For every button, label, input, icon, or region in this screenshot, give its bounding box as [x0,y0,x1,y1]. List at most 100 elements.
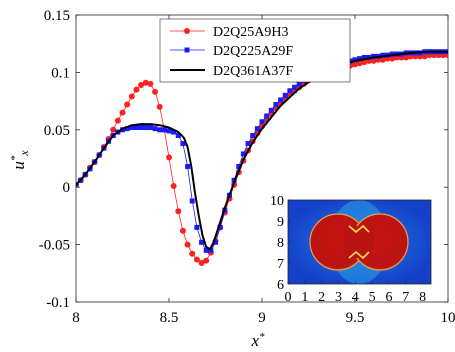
data-point-circle [138,82,145,89]
data-point-square [254,126,260,132]
inset-y-tick-label: 8 [277,236,284,251]
data-point-circle [421,53,428,60]
y-tick-label: -0.1 [46,295,70,311]
data-point-circle [352,61,358,68]
data-point-square [147,125,153,131]
data-point-circle [166,154,172,161]
data-point-square [152,126,158,132]
data-point-square [287,88,293,94]
data-point-circle [142,79,149,86]
inset-x-tick-label: 6 [385,290,392,305]
data-point-square [180,141,186,147]
legend: D2Q25A9H3 D2Q225A29F D2Q361A37F [159,18,351,83]
legend-box [159,18,351,83]
data-point-square [389,51,395,57]
data-point-square [185,164,191,170]
data-point-circle [179,227,186,234]
data-point-square [157,127,163,133]
x-tick-label: 10 [441,310,455,326]
x-tick-label: 8.5 [160,310,179,326]
data-point-circle [403,54,410,61]
y-tick-label: -0.05 [39,238,70,254]
data-point-square [161,127,167,133]
data-point-square [347,58,353,64]
data-point-square [352,57,358,63]
data-point-square [245,141,251,147]
inset-y-tick-label: 10 [270,194,284,209]
data-point-square [380,52,386,58]
inset-x-tick-label: 2 [318,290,325,305]
inset-x-tick-label: 1 [301,290,308,305]
inset-x-tick-label: 0 [285,290,292,305]
data-point-circle [119,109,126,116]
inset-x-tick-label: 3 [335,290,342,305]
inset-y-tick-label: 6 [277,278,284,293]
data-point-square [199,239,205,245]
legend-marker-square [184,47,190,53]
data-point-circle [133,86,140,93]
data-point-circle [370,57,377,64]
data-point-square [264,113,270,119]
data-point-square [217,224,223,230]
inset-x-tick-label: 5 [369,290,376,305]
data-point-square [143,125,149,131]
y-tick-label: 0.1 [51,65,70,81]
legend-entry-3: D2Q361A37F [170,64,293,79]
y-tick-label: 0 [63,180,71,196]
data-point-square [133,125,139,131]
legend-label-1: D2Q25A9H3 [213,25,288,40]
inset-y-tick-label: 7 [277,257,284,272]
legend-label-2: D2Q225A29F [213,44,293,59]
data-point-square [175,133,181,139]
data-point-square [273,102,279,108]
data-point-square [171,129,177,135]
x-tick-label: 9.5 [346,310,365,326]
data-point-circle [152,88,159,95]
data-point-circle [356,60,363,67]
data-point-circle [175,208,182,215]
data-point-circle [389,55,396,62]
inset-y-ticks: 6 7 8 9 10 [270,194,291,293]
data-point-square [278,97,284,103]
data-point-square [203,247,209,253]
x-axis-ticks: 8 8.5 9 9.5 10 [72,15,455,326]
data-point-square [129,125,135,131]
data-point-square [124,126,130,132]
svg-text:u*x: u*x [9,150,31,170]
data-point-square [240,151,246,157]
data-point-circle [193,256,200,263]
data-point-square [371,53,377,59]
data-point-square [208,247,214,253]
data-point-square [189,198,195,204]
x-tick-label: 9 [258,310,266,326]
data-point-square [236,164,242,170]
data-point-square [357,56,363,62]
data-point-square [292,84,298,90]
data-point-circle [114,117,121,124]
inset-x-tick-label: 7 [402,290,409,305]
data-point-circle [203,257,210,264]
data-point-circle [124,101,131,108]
data-point-square [213,239,218,245]
inset-droplets [309,213,409,271]
x-tick-label: 8 [72,310,80,326]
data-point-circle [379,56,386,63]
data-point-circle [170,183,177,190]
data-point-square [166,128,172,134]
data-point-circle [189,250,196,257]
legend-entry-2: D2Q225A29F [170,44,293,59]
data-point-circle [184,241,191,248]
data-point-circle [198,259,205,266]
inset-x-tick-label: 8 [419,290,426,305]
data-point-circle [361,59,368,66]
data-point-circle [156,103,163,110]
data-point-circle [128,93,135,100]
data-point-square [259,119,265,125]
data-point-square [138,125,144,131]
y-tick-label: 0.05 [44,123,70,139]
legend-entry-1: D2Q25A9H3 [170,25,288,40]
data-point-square [361,54,367,60]
